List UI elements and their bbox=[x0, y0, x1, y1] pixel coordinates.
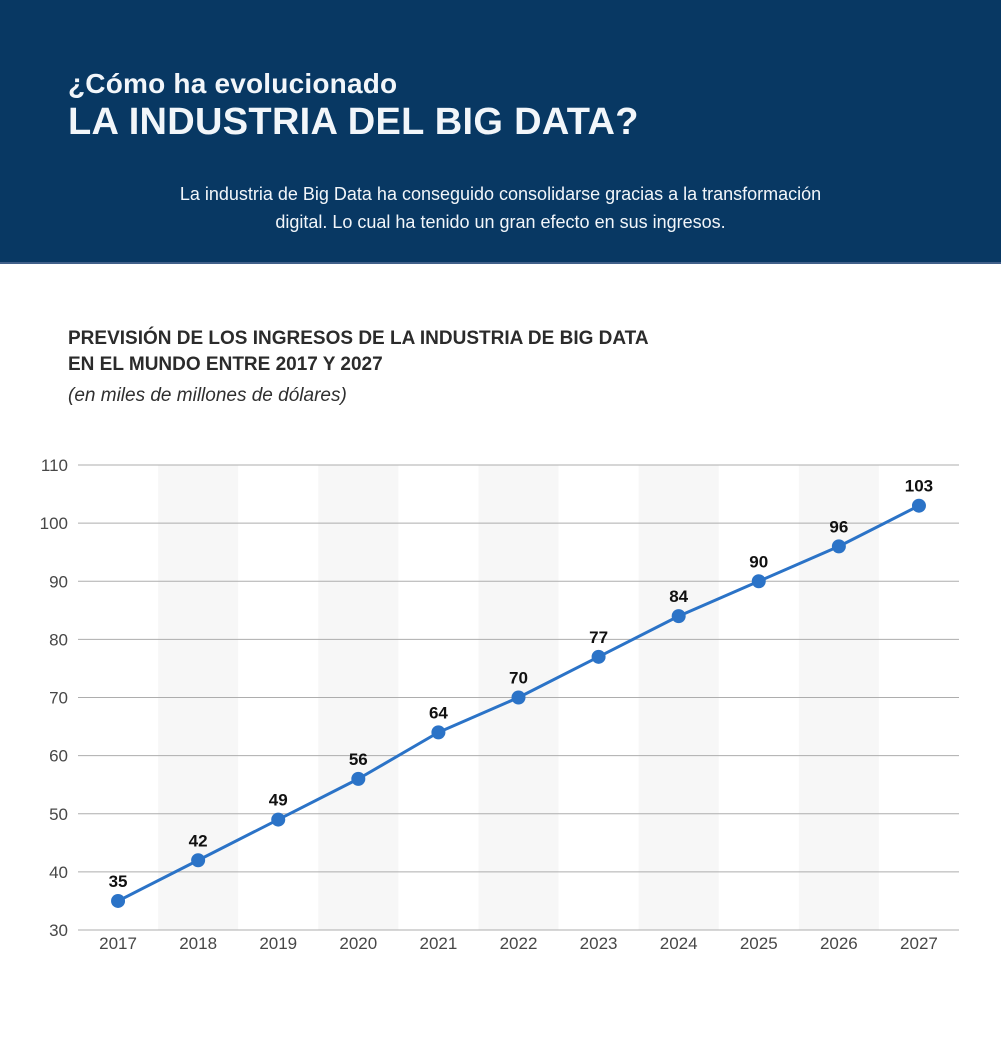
y-tick-label: 100 bbox=[40, 514, 68, 533]
data-point-marker bbox=[591, 649, 606, 664]
y-tick-label: 40 bbox=[49, 863, 68, 882]
data-point-marker bbox=[911, 498, 926, 513]
x-tick-label: 2025 bbox=[740, 934, 778, 953]
page-title-line-1: ¿Cómo ha evolucionado bbox=[68, 68, 398, 99]
x-tick-label: 2022 bbox=[500, 934, 538, 953]
x-tick-label: 2023 bbox=[580, 934, 618, 953]
header-banner: ¿Cómo ha evolucionado LA INDUSTRIA DEL B… bbox=[0, 0, 1001, 264]
data-point-label: 96 bbox=[829, 517, 848, 536]
chart-title-block: PREVISIÓN DE LOS INGRESOS DE LA INDUSTRI… bbox=[68, 326, 649, 407]
y-tick-label: 60 bbox=[49, 747, 68, 766]
y-tick-label: 80 bbox=[49, 630, 68, 649]
data-point-label: 70 bbox=[509, 669, 528, 688]
data-point-label: 56 bbox=[349, 750, 368, 769]
header-subtitle: La industria de Big Data ha conseguido c… bbox=[0, 180, 1001, 236]
y-tick-label: 90 bbox=[49, 572, 68, 591]
x-tick-label: 2019 bbox=[259, 934, 297, 953]
y-tick-label: 70 bbox=[49, 689, 68, 708]
header-subtitle-line-1: La industria de Big Data ha conseguido c… bbox=[179, 184, 822, 204]
y-tick-label: 50 bbox=[49, 805, 68, 824]
header-subtitle-line-2: digital. Lo cual ha tenido un gran efect… bbox=[275, 212, 726, 232]
x-tick-label: 2026 bbox=[820, 934, 858, 953]
page-title: ¿Cómo ha evolucionado LA INDUSTRIA DEL B… bbox=[0, 0, 1001, 144]
data-point-marker bbox=[271, 812, 286, 827]
x-tick-label: 2027 bbox=[900, 934, 938, 953]
x-tick-label: 2020 bbox=[339, 934, 377, 953]
data-point-label: 103 bbox=[905, 477, 933, 496]
data-point-marker bbox=[431, 725, 446, 740]
x-tick-label: 2017 bbox=[99, 934, 137, 953]
data-point-marker bbox=[191, 853, 206, 868]
data-point-marker bbox=[831, 539, 846, 554]
revenue-line-chart: 110 100 90 80 70 60 50 40 30 35 42 49 56 64 70 77 84 90 96… bbox=[40, 456, 959, 953]
x-tick-label: 2024 bbox=[660, 934, 698, 953]
chart-title-line-2: EN EL MUNDO ENTRE 2017 Y 2027 bbox=[68, 354, 383, 375]
data-point-marker bbox=[751, 574, 766, 589]
data-point-marker bbox=[351, 771, 366, 786]
data-point-label: 49 bbox=[269, 791, 288, 810]
data-point-label: 77 bbox=[589, 628, 608, 647]
data-point-marker bbox=[671, 609, 686, 624]
data-point-label: 84 bbox=[669, 587, 688, 606]
x-tick-label: 2021 bbox=[419, 934, 457, 953]
y-tick-label: 30 bbox=[49, 921, 68, 940]
y-tick-label: 110 bbox=[41, 456, 68, 475]
data-point-label: 90 bbox=[749, 552, 768, 571]
data-point-label: 35 bbox=[109, 872, 128, 891]
data-point-label: 64 bbox=[429, 703, 448, 722]
data-point-marker bbox=[511, 690, 526, 705]
data-point-marker bbox=[111, 893, 126, 908]
chart-unit-note: (en miles de millones de dólares) bbox=[68, 385, 347, 406]
page-title-line-2: LA INDUSTRIA DEL BIG DATA? bbox=[68, 101, 639, 143]
x-tick-label: 2018 bbox=[179, 934, 217, 953]
chart-title-line-1: PREVISIÓN DE LOS INGRESOS DE LA INDUSTRI… bbox=[68, 328, 649, 349]
data-point-label: 42 bbox=[189, 831, 208, 850]
